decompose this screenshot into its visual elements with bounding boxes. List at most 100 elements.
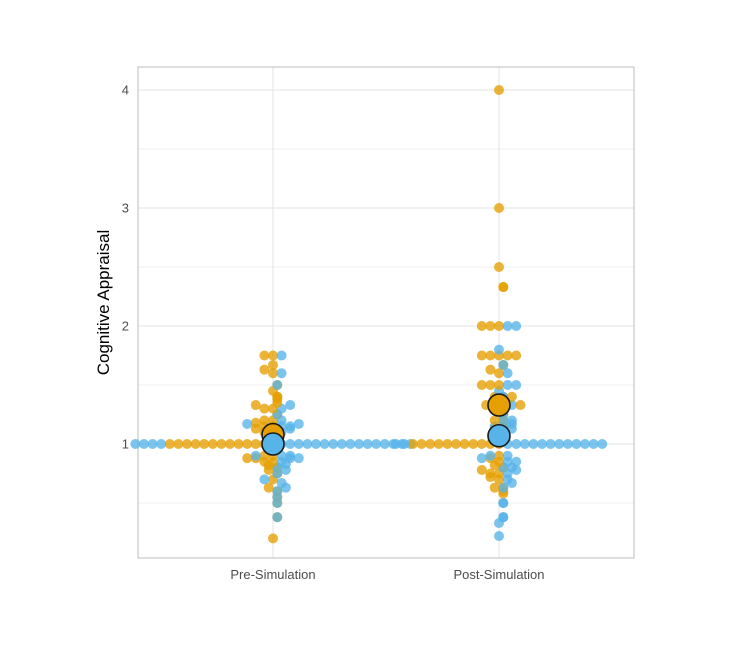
data-point xyxy=(476,439,487,449)
data-point xyxy=(588,439,599,449)
data-point xyxy=(156,439,167,449)
data-point xyxy=(489,415,500,426)
data-point xyxy=(545,439,556,449)
data-point xyxy=(319,439,330,449)
data-point xyxy=(571,439,582,449)
x-tick-label: Pre-Simulation xyxy=(230,567,315,582)
data-point xyxy=(263,482,274,493)
data-point xyxy=(293,418,304,429)
data-point xyxy=(362,439,373,449)
data-point xyxy=(416,439,427,449)
mean-point xyxy=(487,423,511,448)
data-point xyxy=(476,464,487,475)
data-point xyxy=(354,439,364,449)
data-point xyxy=(485,321,496,331)
data-point xyxy=(494,531,504,542)
data-point xyxy=(562,439,573,449)
data-point xyxy=(494,344,504,355)
data-point xyxy=(468,439,479,449)
data-point xyxy=(498,359,509,370)
data-point xyxy=(519,439,530,449)
data-point xyxy=(511,380,522,390)
data-point xyxy=(268,350,278,361)
group-means xyxy=(261,393,511,456)
data-point xyxy=(259,350,270,361)
data-point xyxy=(199,439,210,449)
mean-point xyxy=(487,393,511,417)
gridlines xyxy=(138,67,634,558)
data-point xyxy=(494,450,504,461)
data-point xyxy=(190,439,201,449)
data-point xyxy=(442,439,453,449)
data-point xyxy=(485,468,496,479)
data-point xyxy=(276,350,287,361)
data-point xyxy=(250,400,261,411)
data-point xyxy=(494,262,504,272)
data-point xyxy=(259,474,270,485)
data-point xyxy=(498,282,509,293)
data-point xyxy=(345,439,356,449)
data-point xyxy=(276,368,287,379)
data-point xyxy=(528,439,539,449)
data-point xyxy=(489,482,500,493)
data-point xyxy=(506,391,517,402)
x-tick-label: Post-Simulation xyxy=(453,567,544,582)
data-point xyxy=(293,439,304,449)
data-point xyxy=(147,439,158,449)
data-point xyxy=(272,380,283,390)
data-point xyxy=(250,439,261,449)
data-point xyxy=(506,415,517,426)
data-point xyxy=(293,453,304,464)
data-point xyxy=(485,350,496,361)
data-point xyxy=(485,380,496,390)
data-point xyxy=(476,321,487,331)
data-point xyxy=(494,380,504,390)
data-point xyxy=(259,364,270,375)
data-point xyxy=(164,439,175,449)
data-point xyxy=(502,350,513,361)
data-point xyxy=(242,439,253,449)
plot-panel xyxy=(137,66,635,559)
data-point xyxy=(425,439,436,449)
data-point xyxy=(451,439,461,449)
data-point xyxy=(476,380,487,390)
y-tick-label: 3 xyxy=(122,201,129,216)
y-tick-label: 1 xyxy=(122,437,129,452)
data-point xyxy=(485,450,496,461)
x-axis-ticks: Pre-Simulation Post-Simulation xyxy=(230,567,544,582)
y-tick-label: 2 xyxy=(122,319,129,334)
data-point xyxy=(268,368,278,379)
data-point xyxy=(250,417,261,428)
data-point xyxy=(379,439,390,449)
data-point xyxy=(390,439,401,449)
data-point xyxy=(268,359,278,370)
data-point xyxy=(399,439,410,449)
data-point xyxy=(502,321,513,331)
data-point xyxy=(502,380,513,390)
data-point xyxy=(285,450,296,461)
data-point xyxy=(268,533,278,544)
data-point xyxy=(336,439,347,449)
data-point xyxy=(597,439,608,449)
data-point xyxy=(494,85,504,95)
data-point xyxy=(207,439,218,449)
data-point xyxy=(498,482,509,493)
data-point xyxy=(511,439,522,449)
data-point xyxy=(537,439,547,449)
mean-point xyxy=(261,432,285,456)
data-point xyxy=(476,350,487,361)
data-point xyxy=(216,439,227,449)
data-point xyxy=(371,439,382,449)
data-point xyxy=(459,439,470,449)
data-point xyxy=(580,439,590,449)
data-point xyxy=(502,450,513,461)
data-point xyxy=(433,439,444,449)
data-point xyxy=(285,439,296,449)
data-point xyxy=(328,439,339,449)
data-point xyxy=(272,512,283,523)
data-point xyxy=(511,456,522,467)
data-point xyxy=(233,439,244,449)
data-point xyxy=(515,400,526,411)
data-points xyxy=(130,85,608,544)
data-point xyxy=(173,439,184,449)
